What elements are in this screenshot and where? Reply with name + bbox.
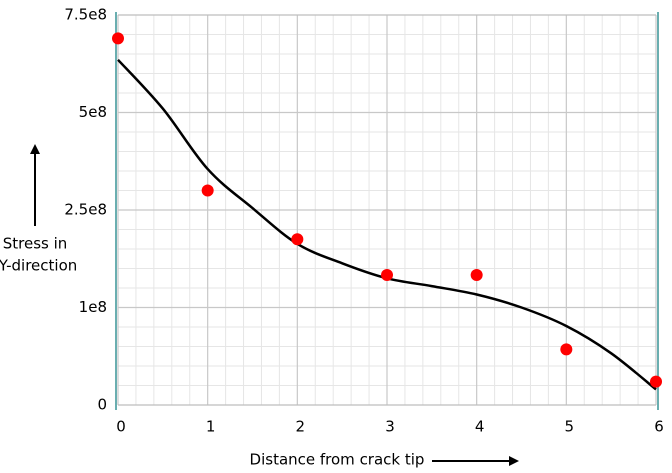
- x-tick-label: 2: [296, 418, 306, 436]
- x-tick-label: 5: [565, 418, 575, 436]
- y-axis-label: Y-direction: [0, 257, 77, 275]
- y-axis-label: Stress in: [3, 235, 68, 253]
- x-axis-label: Distance from crack tip: [250, 451, 425, 469]
- point: [201, 184, 214, 197]
- y-arrow-head: [30, 144, 40, 154]
- point: [470, 269, 483, 281]
- point: [112, 32, 124, 45]
- point: [381, 269, 393, 281]
- y-tick-label: 1e8: [79, 298, 107, 316]
- y-tick-label: 7.5e8: [64, 6, 107, 24]
- y-tick-label: 2.5e8: [64, 201, 107, 219]
- x-tick-label: 0: [116, 418, 126, 436]
- x-tick-label: 3: [385, 418, 395, 436]
- y-tick-label: 0: [97, 396, 107, 414]
- point: [560, 343, 573, 356]
- point: [291, 233, 304, 246]
- x-tick-label: 1: [206, 418, 216, 436]
- x-tick-label: 4: [475, 418, 485, 436]
- y-tick-label: 5e8: [79, 103, 107, 121]
- x-arrow-head: [509, 456, 519, 466]
- point: [650, 375, 662, 388]
- x-tick-label: 6: [654, 418, 664, 436]
